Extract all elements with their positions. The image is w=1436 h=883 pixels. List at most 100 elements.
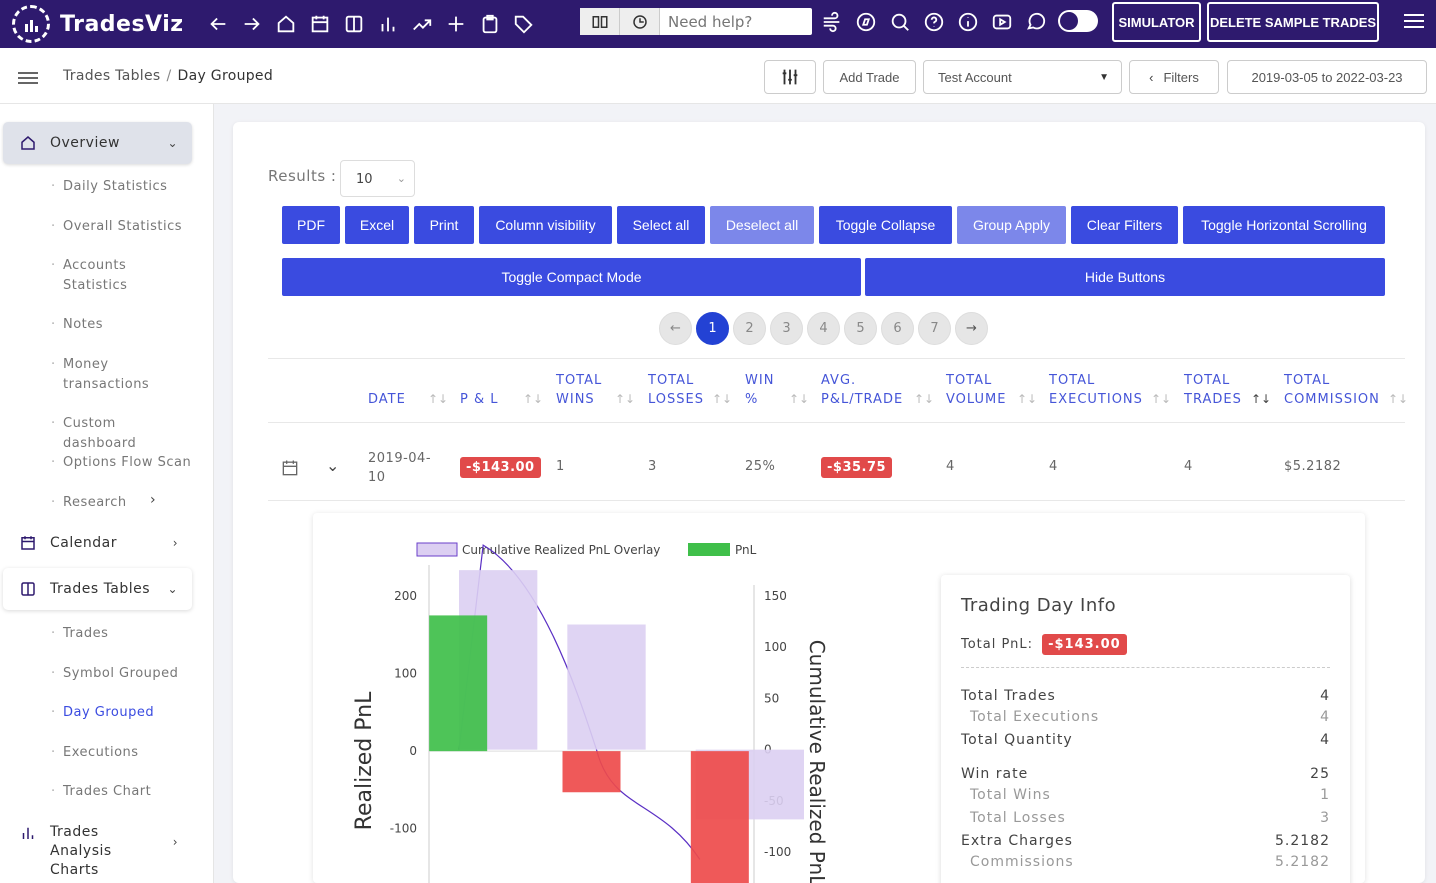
sort-icon[interactable]: ↑↓ bbox=[1017, 392, 1038, 406]
compass-icon[interactable] bbox=[854, 10, 878, 34]
sidebar-item-custom-dashboard[interactable]: Custom dashboard bbox=[51, 414, 193, 454]
calendar-icon[interactable] bbox=[308, 12, 332, 36]
delete-sample-trades-button[interactable]: DELETE SAMPLE TRADES bbox=[1207, 2, 1379, 42]
y2-tick-label: 0 bbox=[764, 743, 772, 757]
add-trade-button[interactable]: Add Trade bbox=[823, 60, 916, 94]
select-all-button[interactable]: Select all bbox=[617, 206, 705, 244]
sidebar-item-overall-statistics[interactable]: Overall Statistics bbox=[51, 217, 193, 237]
deselect-all-button[interactable]: Deselect all bbox=[710, 206, 814, 244]
sort-icon[interactable]: ↑↓ bbox=[712, 392, 733, 406]
page-button[interactable]: 4 bbox=[807, 312, 840, 345]
sort-icon[interactable]: ↑↓ bbox=[1151, 392, 1172, 406]
sidebar-item-calendar[interactable]: Calendar › bbox=[3, 522, 192, 564]
sidebar-item-overview[interactable]: Overview ⌄ bbox=[3, 122, 192, 164]
sort-icon[interactable]: ↑↓ bbox=[523, 392, 544, 406]
sidebar-item-trades-tables[interactable]: Trades Tables ⌄ bbox=[3, 568, 192, 610]
forward-arrow-icon[interactable] bbox=[240, 12, 264, 36]
book-icon[interactable] bbox=[580, 8, 620, 35]
print-button[interactable]: Print bbox=[414, 206, 474, 244]
clear-filters-button[interactable]: Clear Filters bbox=[1071, 206, 1178, 244]
menu-icon[interactable] bbox=[1404, 10, 1424, 32]
sidebar-item-money-transactions[interactable]: Money transactions bbox=[51, 355, 153, 395]
page-button[interactable]: 3 bbox=[770, 312, 803, 345]
filters-button[interactable]: ‹ Filters bbox=[1129, 60, 1219, 94]
sliders-button[interactable] bbox=[764, 60, 816, 94]
toggle-collapse-button[interactable]: Toggle Collapse bbox=[819, 206, 952, 244]
clock-icon[interactable] bbox=[620, 8, 660, 35]
results-per-page-select[interactable]: 10 ⌄ bbox=[340, 160, 415, 197]
page-button[interactable]: 6 bbox=[881, 312, 914, 345]
info-icon[interactable] bbox=[956, 10, 980, 34]
next-page-icon[interactable]: → bbox=[955, 312, 988, 345]
bar-chart-icon[interactable] bbox=[376, 12, 400, 36]
info-value: 5.2182 bbox=[1275, 854, 1330, 870]
trend-icon[interactable] bbox=[410, 12, 434, 36]
column-visibility-button[interactable]: Column visibility bbox=[479, 206, 612, 244]
sidebar-item-trades-analysis-charts[interactable]: Trades Analysis Charts › bbox=[3, 819, 192, 878]
sidebar-item-daily-statistics[interactable]: Daily Statistics bbox=[51, 177, 193, 197]
info-row: Win rate 25 bbox=[961, 766, 1330, 782]
sidebar-item-notes[interactable]: Notes bbox=[51, 315, 193, 335]
sidebar-item-trades[interactable]: Trades bbox=[51, 624, 193, 644]
chat-icon[interactable] bbox=[1024, 10, 1048, 34]
sort-icon[interactable]: ↑↓ bbox=[615, 392, 636, 406]
y2-tick-label: 50 bbox=[764, 691, 779, 705]
col-total-trades[interactable]: TOTAL TRADES bbox=[1184, 373, 1242, 407]
app-logo[interactable]: TradesViz bbox=[12, 5, 192, 43]
sort-icon[interactable]: ↑↓ bbox=[428, 392, 449, 406]
hide-buttons-button[interactable]: Hide Buttons bbox=[865, 258, 1385, 296]
caret-down-icon: ▼ bbox=[1099, 71, 1109, 83]
date-range-picker[interactable]: 2019-03-05 to 2022-03-23 bbox=[1227, 60, 1427, 94]
toggle-compact-mode-button[interactable]: Toggle Compact Mode bbox=[282, 258, 861, 296]
excel-button[interactable]: Excel bbox=[345, 206, 409, 244]
col-total-commission[interactable]: TOTAL COMMISSION bbox=[1284, 373, 1380, 407]
sidebar-item-accounts-statistics[interactable]: Accounts Statistics bbox=[51, 256, 153, 296]
calendar-icon[interactable] bbox=[280, 458, 300, 478]
sort-icon[interactable]: ↑↓ bbox=[1388, 392, 1409, 406]
wind-icon[interactable] bbox=[820, 10, 844, 34]
prev-page-icon[interactable]: ← bbox=[659, 312, 692, 345]
col-total-wins[interactable]: TOTAL WINS bbox=[556, 373, 603, 407]
breadcrumb-parent[interactable]: Trades Tables bbox=[63, 68, 161, 84]
page-button[interactable]: 7 bbox=[918, 312, 951, 345]
question-icon[interactable] bbox=[922, 10, 946, 34]
sidebar-toggle-icon[interactable] bbox=[18, 69, 38, 87]
col-total-executions[interactable]: TOTAL EXECUTIONS bbox=[1049, 373, 1143, 407]
sidebar-item-trades-chart[interactable]: Trades Chart bbox=[51, 782, 193, 802]
table-icon[interactable] bbox=[342, 12, 366, 36]
pdf-button[interactable]: PDF bbox=[282, 206, 340, 244]
tag-icon[interactable] bbox=[512, 12, 536, 36]
sort-icon[interactable]: ↑↓ bbox=[1251, 392, 1272, 406]
plus-icon[interactable] bbox=[444, 12, 468, 36]
col-total-volume[interactable]: TOTAL VOLUME bbox=[946, 373, 1007, 407]
back-arrow-icon[interactable] bbox=[206, 12, 230, 36]
table-row[interactable]: ⌄ 2019-04-10 -$143.00 1 3 25% -$35.75 4 … bbox=[268, 424, 1405, 501]
sidebar-item-executions[interactable]: Executions bbox=[51, 743, 193, 763]
simulator-button[interactable]: SIMULATOR bbox=[1112, 2, 1201, 42]
page-button[interactable]: 1 bbox=[696, 312, 729, 345]
theme-toggle[interactable] bbox=[1058, 10, 1098, 32]
home-icon[interactable] bbox=[274, 12, 298, 36]
sidebar-item-research[interactable]: Research bbox=[51, 493, 193, 513]
group-apply-button[interactable]: Group Apply bbox=[957, 206, 1066, 244]
col-date[interactable]: DATE bbox=[368, 392, 406, 407]
search-icon[interactable] bbox=[888, 10, 912, 34]
clipboard-icon[interactable] bbox=[478, 12, 502, 36]
col-win-pct[interactable]: WIN % bbox=[745, 373, 775, 407]
video-icon[interactable] bbox=[990, 10, 1014, 34]
expand-chevron-icon[interactable]: ⌄ bbox=[326, 456, 340, 475]
sort-icon[interactable]: ↑↓ bbox=[789, 392, 810, 406]
sidebar-item-options-flow-scan[interactable]: Options Flow Scan bbox=[51, 453, 193, 473]
y2-tick-label: 100 bbox=[764, 640, 787, 654]
page-button[interactable]: 2 bbox=[733, 312, 766, 345]
sidebar-item-symbol-grouped[interactable]: Symbol Grouped bbox=[51, 664, 193, 684]
col-pnl[interactable]: P & L bbox=[460, 392, 499, 407]
sort-icon[interactable]: ↑↓ bbox=[914, 392, 935, 406]
page-button[interactable]: 5 bbox=[844, 312, 877, 345]
account-select[interactable]: Test Account ▼ bbox=[923, 60, 1122, 94]
sidebar-item-day-grouped[interactable]: Day Grouped bbox=[51, 703, 193, 723]
col-total-losses[interactable]: TOTAL LOSSES bbox=[648, 373, 704, 407]
toggle-horizontal-scrolling-button[interactable]: Toggle Horizontal Scrolling bbox=[1183, 206, 1385, 244]
help-input[interactable] bbox=[660, 12, 800, 31]
col-avg-pnl[interactable]: AVG. P&L/TRADE bbox=[821, 373, 904, 407]
